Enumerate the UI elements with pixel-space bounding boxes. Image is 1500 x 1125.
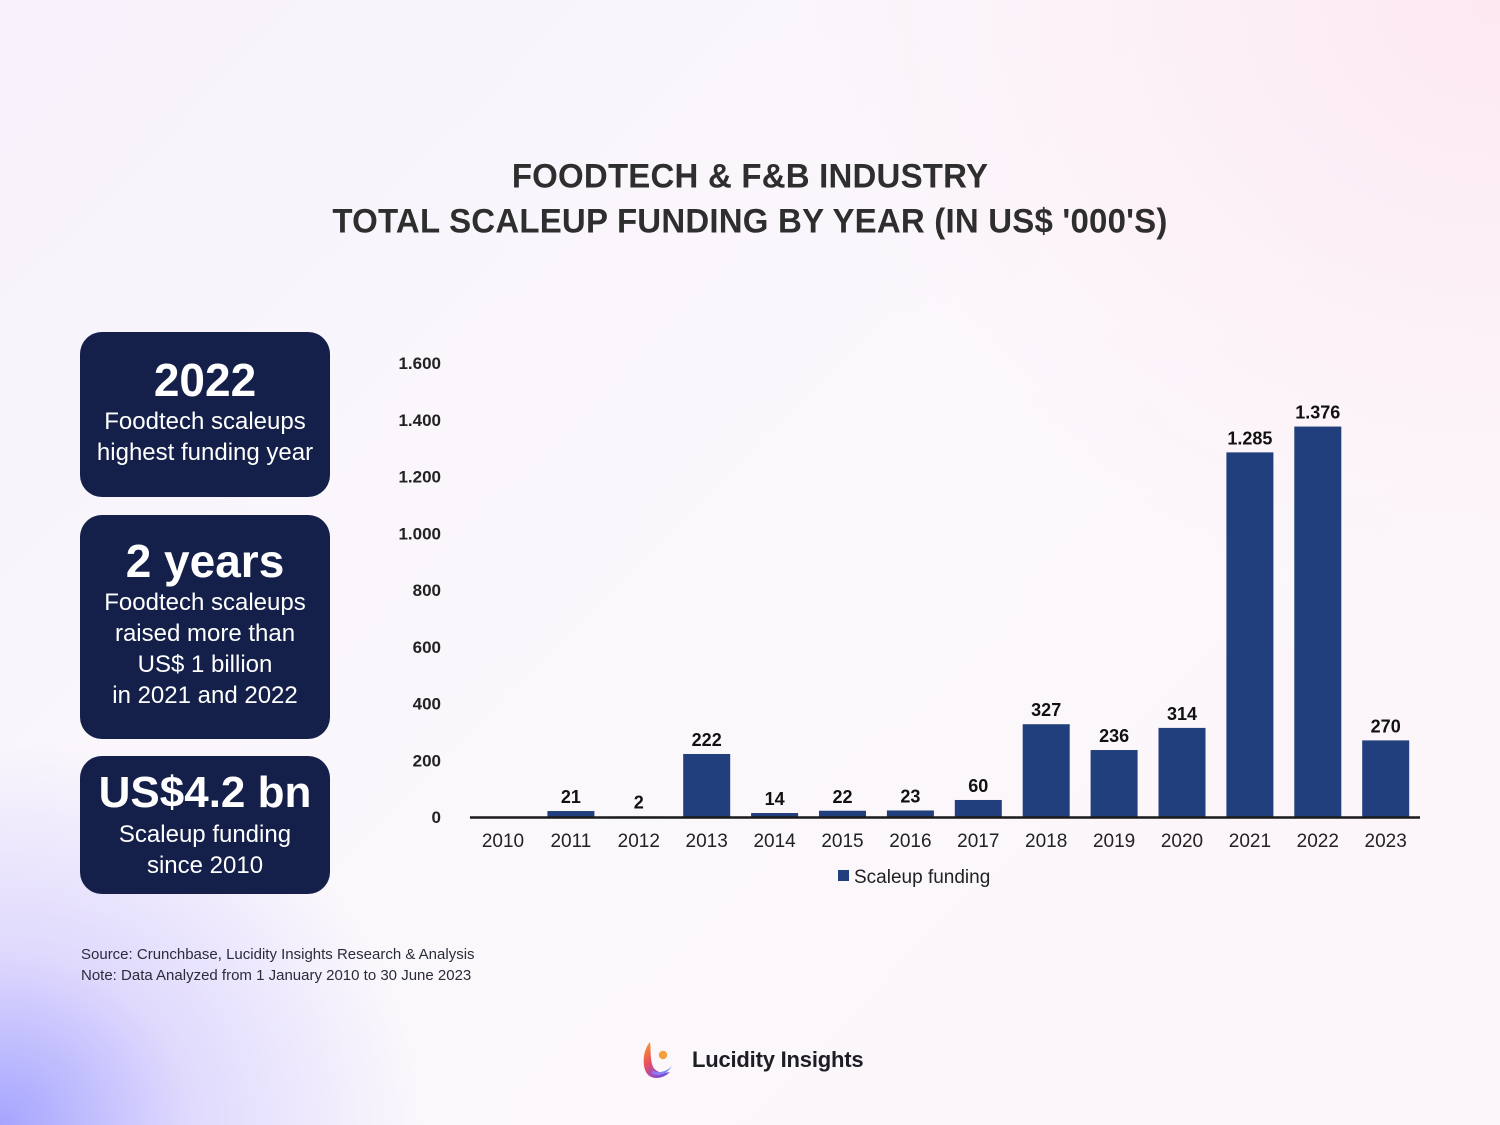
chart-title-line-2: TOTAL SCALEUP FUNDING BY YEAR (IN US$ '0… xyxy=(332,201,1168,240)
y-tick-label: 200 xyxy=(413,751,441,770)
x-tick-label: 2011 xyxy=(550,831,591,852)
bars xyxy=(547,426,1410,817)
stat-description-line: Scaleup funding xyxy=(118,821,292,848)
chart-title-line-1: FOODTECH & F&B INDUSTRY xyxy=(511,156,989,195)
chart-title: FOODTECH & F&B INDUSTRY TOTAL SCALEUP FU… xyxy=(0,153,1500,243)
data-label-2017: 60 xyxy=(968,776,988,796)
bar-2019 xyxy=(1090,750,1138,817)
stat-card-billion-years: 2 years Foodtech scaleups raised more th… xyxy=(80,515,330,739)
y-tick-label: 0 xyxy=(432,808,441,827)
stat-description-line: US$ 1 billion xyxy=(137,651,273,678)
bar-2016 xyxy=(886,810,934,817)
legend: Scaleup funding xyxy=(838,867,990,888)
bar-2022 xyxy=(1294,426,1342,817)
bar-2017 xyxy=(954,799,1002,817)
source-text: Source: Crunchbase, Lucidity Insights Re… xyxy=(81,946,475,963)
data-label-2013: 222 xyxy=(692,730,722,750)
stat-description-line: since 2010 xyxy=(146,852,264,879)
stat-headline: 2 years xyxy=(125,535,285,587)
data-label-2019: 236 xyxy=(1099,726,1129,746)
x-tick-label: 2021 xyxy=(1229,831,1271,852)
data-label-2015: 22 xyxy=(832,787,852,807)
stat-card-peak-year: 2022 Foodtech scaleups highest funding y… xyxy=(80,332,330,497)
stat-description-line: Foodtech scaleups xyxy=(104,408,306,435)
bar-2014 xyxy=(751,813,799,817)
data-label-2014: 14 xyxy=(765,789,785,809)
stat-card-total-funding: US$4.2 bn Scaleup funding since 2010 xyxy=(80,756,330,894)
stat-description-line: highest funding year xyxy=(96,439,314,466)
y-tick-label: 1.200 xyxy=(398,468,441,487)
brand-logo: Lucidity Insights xyxy=(640,1038,864,1082)
stat-description-line: raised more than xyxy=(114,620,296,647)
source-note: Source: Crunchbase, Lucidity Insights Re… xyxy=(81,944,475,986)
x-tick-label: 2013 xyxy=(686,831,728,852)
brand-name: Lucidity Insights xyxy=(692,1047,864,1072)
bar-2011 xyxy=(547,811,595,817)
x-tick-label: 2010 xyxy=(482,831,524,852)
x-tick-label: 2017 xyxy=(957,831,999,852)
data-label-2022: 1.376 xyxy=(1295,403,1340,423)
y-tick-label: 1.400 xyxy=(398,411,441,430)
x-tick-label: 2016 xyxy=(889,831,931,852)
bar-2013 xyxy=(683,754,731,817)
data-label-2021: 1.285 xyxy=(1227,428,1272,448)
stat-headline: 2022 xyxy=(153,354,257,406)
x-tick-label: 2022 xyxy=(1297,831,1339,852)
x-tick-label: 2019 xyxy=(1093,831,1135,852)
data-label-2011: 21 xyxy=(561,787,581,807)
x-tick-label: 2014 xyxy=(753,831,796,852)
legend-label: Scaleup funding xyxy=(854,867,990,888)
x-tick-label: 2012 xyxy=(618,831,660,852)
stat-description-line: in 2021 and 2022 xyxy=(112,682,298,709)
data-label-2016: 23 xyxy=(900,786,920,806)
legend-swatch xyxy=(838,870,849,881)
bar-2018 xyxy=(1022,724,1070,817)
lucidity-logo-icon xyxy=(643,1042,672,1078)
bar-2021 xyxy=(1226,452,1274,817)
x-tick-label: 2015 xyxy=(821,831,863,852)
x-tick-label: 2018 xyxy=(1025,831,1067,852)
note-text: Note: Data Analyzed from 1 January 2010 … xyxy=(81,967,472,984)
stat-description-line: Foodtech scaleups xyxy=(104,589,306,616)
x-tick-label: 2020 xyxy=(1161,831,1203,852)
y-tick-label: 1.600 xyxy=(398,354,441,373)
stat-headline: US$4.2 bn xyxy=(98,768,312,817)
x-tick-label: 2023 xyxy=(1365,831,1407,852)
data-label-2023: 270 xyxy=(1371,716,1401,736)
y-tick-label: 1.000 xyxy=(398,524,441,543)
y-tick-label: 600 xyxy=(413,638,441,657)
data-label-2018: 327 xyxy=(1031,700,1061,720)
y-tick-label: 800 xyxy=(413,581,441,600)
y-tick-label: 400 xyxy=(413,695,441,714)
x-axis: 2010 2011 2012 2013 2014 2015 2016 2017 2018 2019… xyxy=(482,831,1407,852)
data-label-2012: 2 xyxy=(634,792,644,812)
bar-2015 xyxy=(819,810,866,817)
data-label-2020: 314 xyxy=(1167,704,1197,724)
bar-2023 xyxy=(1362,740,1410,817)
y-axis: 0 200 400 600 800 1.000 1.200 1.400 1.600 xyxy=(398,354,441,827)
bar-2020 xyxy=(1158,727,1206,817)
